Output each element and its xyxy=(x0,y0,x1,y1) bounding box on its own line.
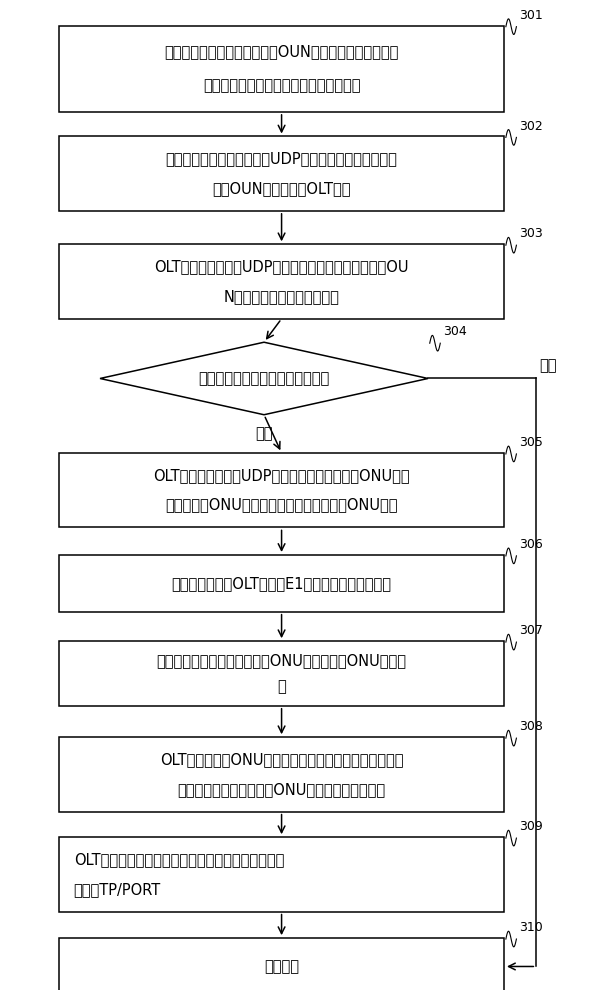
Text: OLT设备将接收到的故障信息发送到故障分析服务器: OLT设备将接收到的故障信息发送到故障分析服务器 xyxy=(74,852,284,867)
Bar xyxy=(59,244,504,319)
Text: 306: 306 xyxy=(518,538,542,551)
Text: 的相应TP/PORT: 的相应TP/PORT xyxy=(74,882,161,897)
Polygon shape xyxy=(100,342,428,415)
Text: OLT设备将接收到的UDP数据报文的格式转换成ONU设备: OLT设备将接收到的UDP数据报文的格式转换成ONU设备 xyxy=(153,468,410,483)
Bar xyxy=(59,837,504,912)
Text: 针对每个周期，OLT设备从E1的时隙中动态分配时隙: 针对每个周期，OLT设备从E1的时隙中动态分配时隙 xyxy=(171,576,392,591)
Text: 应的信道资源上接收所述ONU设备返回的故障信息: 应的信道资源上接收所述ONU设备返回的故障信息 xyxy=(178,782,386,797)
Text: 307: 307 xyxy=(518,624,543,637)
Text: 304: 304 xyxy=(443,325,467,338)
Text: 309: 309 xyxy=(518,820,542,833)
Bar xyxy=(59,938,504,995)
Text: 能够识别的ONU信息格式之后，发送给所述ONU设备: 能够识别的ONU信息格式之后，发送给所述ONU设备 xyxy=(165,498,398,513)
Text: 关闭: 关闭 xyxy=(539,359,557,374)
Text: 301: 301 xyxy=(518,9,542,22)
Text: 302: 302 xyxy=(518,119,542,132)
Bar xyxy=(59,453,504,527)
Text: 308: 308 xyxy=(518,720,543,733)
Text: OLT设备在所述ONU设备确认时，在该动态分配的时隙对: OLT设备在所述ONU设备确认时，在该动态分配的时隙对 xyxy=(160,752,403,767)
Text: 303: 303 xyxy=(518,227,542,240)
Bar xyxy=(59,136,504,211)
Bar xyxy=(59,737,504,812)
Bar xyxy=(59,555,504,612)
Text: 定出需要发送的启动或关闭跟踪命令数据: 定出需要发送的启动或关闭跟踪命令数据 xyxy=(203,79,361,94)
Bar xyxy=(59,26,504,112)
Text: N接入标识号和跟踪控制命令: N接入标识号和跟踪控制命令 xyxy=(224,289,340,304)
Text: 所述跟踪控制命令为关闭或开启？: 所述跟踪控制命令为关闭或开启？ xyxy=(198,371,329,386)
Text: OLT设备对接收到的UDP数据报文进行解析，并解析出OU: OLT设备对接收到的UDP数据报文进行解析，并解析出OU xyxy=(154,259,409,274)
Text: 结束流程: 结束流程 xyxy=(264,959,299,974)
Text: 开启: 开启 xyxy=(255,426,273,441)
Bar xyxy=(59,641,504,706)
Text: 将动态分配的时隙通知给所述ONU设备，等待ONU设备确: 将动态分配的时隙通知给所述ONU设备，等待ONU设备确 xyxy=(157,653,407,668)
Text: 认: 认 xyxy=(277,679,286,694)
Text: 将确定出的跟踪命令数据以UDP数据报文的形式发送给与: 将确定出的跟踪命令数据以UDP数据报文的形式发送给与 xyxy=(166,151,398,166)
Text: 所述OUN设备连接的OLT设备: 所述OUN设备连接的OLT设备 xyxy=(212,181,351,196)
Text: 故障分析服务器确定需要收集OUN设备的故障信息时，确: 故障分析服务器确定需要收集OUN设备的故障信息时，确 xyxy=(164,44,399,59)
Text: 310: 310 xyxy=(518,921,542,934)
Text: 305: 305 xyxy=(518,436,543,449)
